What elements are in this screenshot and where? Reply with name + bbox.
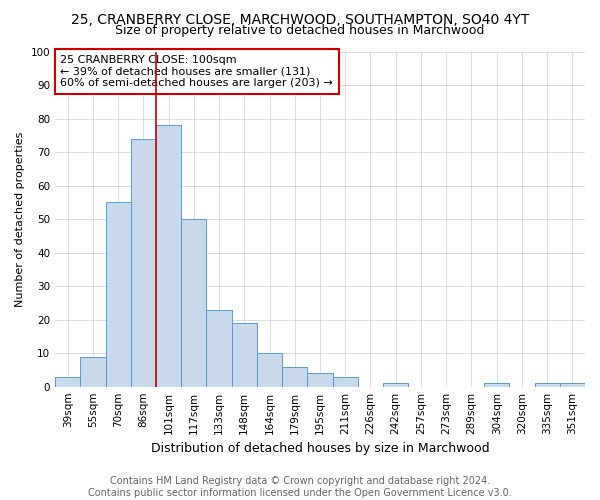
Bar — [307, 374, 332, 386]
Text: Size of property relative to detached houses in Marchwood: Size of property relative to detached ho… — [115, 24, 485, 37]
Bar — [106, 202, 131, 386]
Text: 25 CRANBERRY CLOSE: 100sqm
← 39% of detached houses are smaller (131)
60% of sem: 25 CRANBERRY CLOSE: 100sqm ← 39% of deta… — [61, 55, 333, 88]
Bar — [535, 384, 560, 386]
Bar — [257, 353, 282, 386]
X-axis label: Distribution of detached houses by size in Marchwood: Distribution of detached houses by size … — [151, 442, 490, 455]
Bar — [560, 384, 585, 386]
Bar — [55, 376, 80, 386]
Bar — [181, 219, 206, 386]
Bar — [332, 376, 358, 386]
Y-axis label: Number of detached properties: Number of detached properties — [15, 132, 25, 307]
Bar — [383, 384, 409, 386]
Text: Contains HM Land Registry data © Crown copyright and database right 2024.
Contai: Contains HM Land Registry data © Crown c… — [88, 476, 512, 498]
Bar — [156, 125, 181, 386]
Bar — [282, 366, 307, 386]
Bar — [80, 356, 106, 386]
Bar — [206, 310, 232, 386]
Bar — [484, 384, 509, 386]
Bar — [232, 323, 257, 386]
Bar — [131, 138, 156, 386]
Text: 25, CRANBERRY CLOSE, MARCHWOOD, SOUTHAMPTON, SO40 4YT: 25, CRANBERRY CLOSE, MARCHWOOD, SOUTHAMP… — [71, 12, 529, 26]
